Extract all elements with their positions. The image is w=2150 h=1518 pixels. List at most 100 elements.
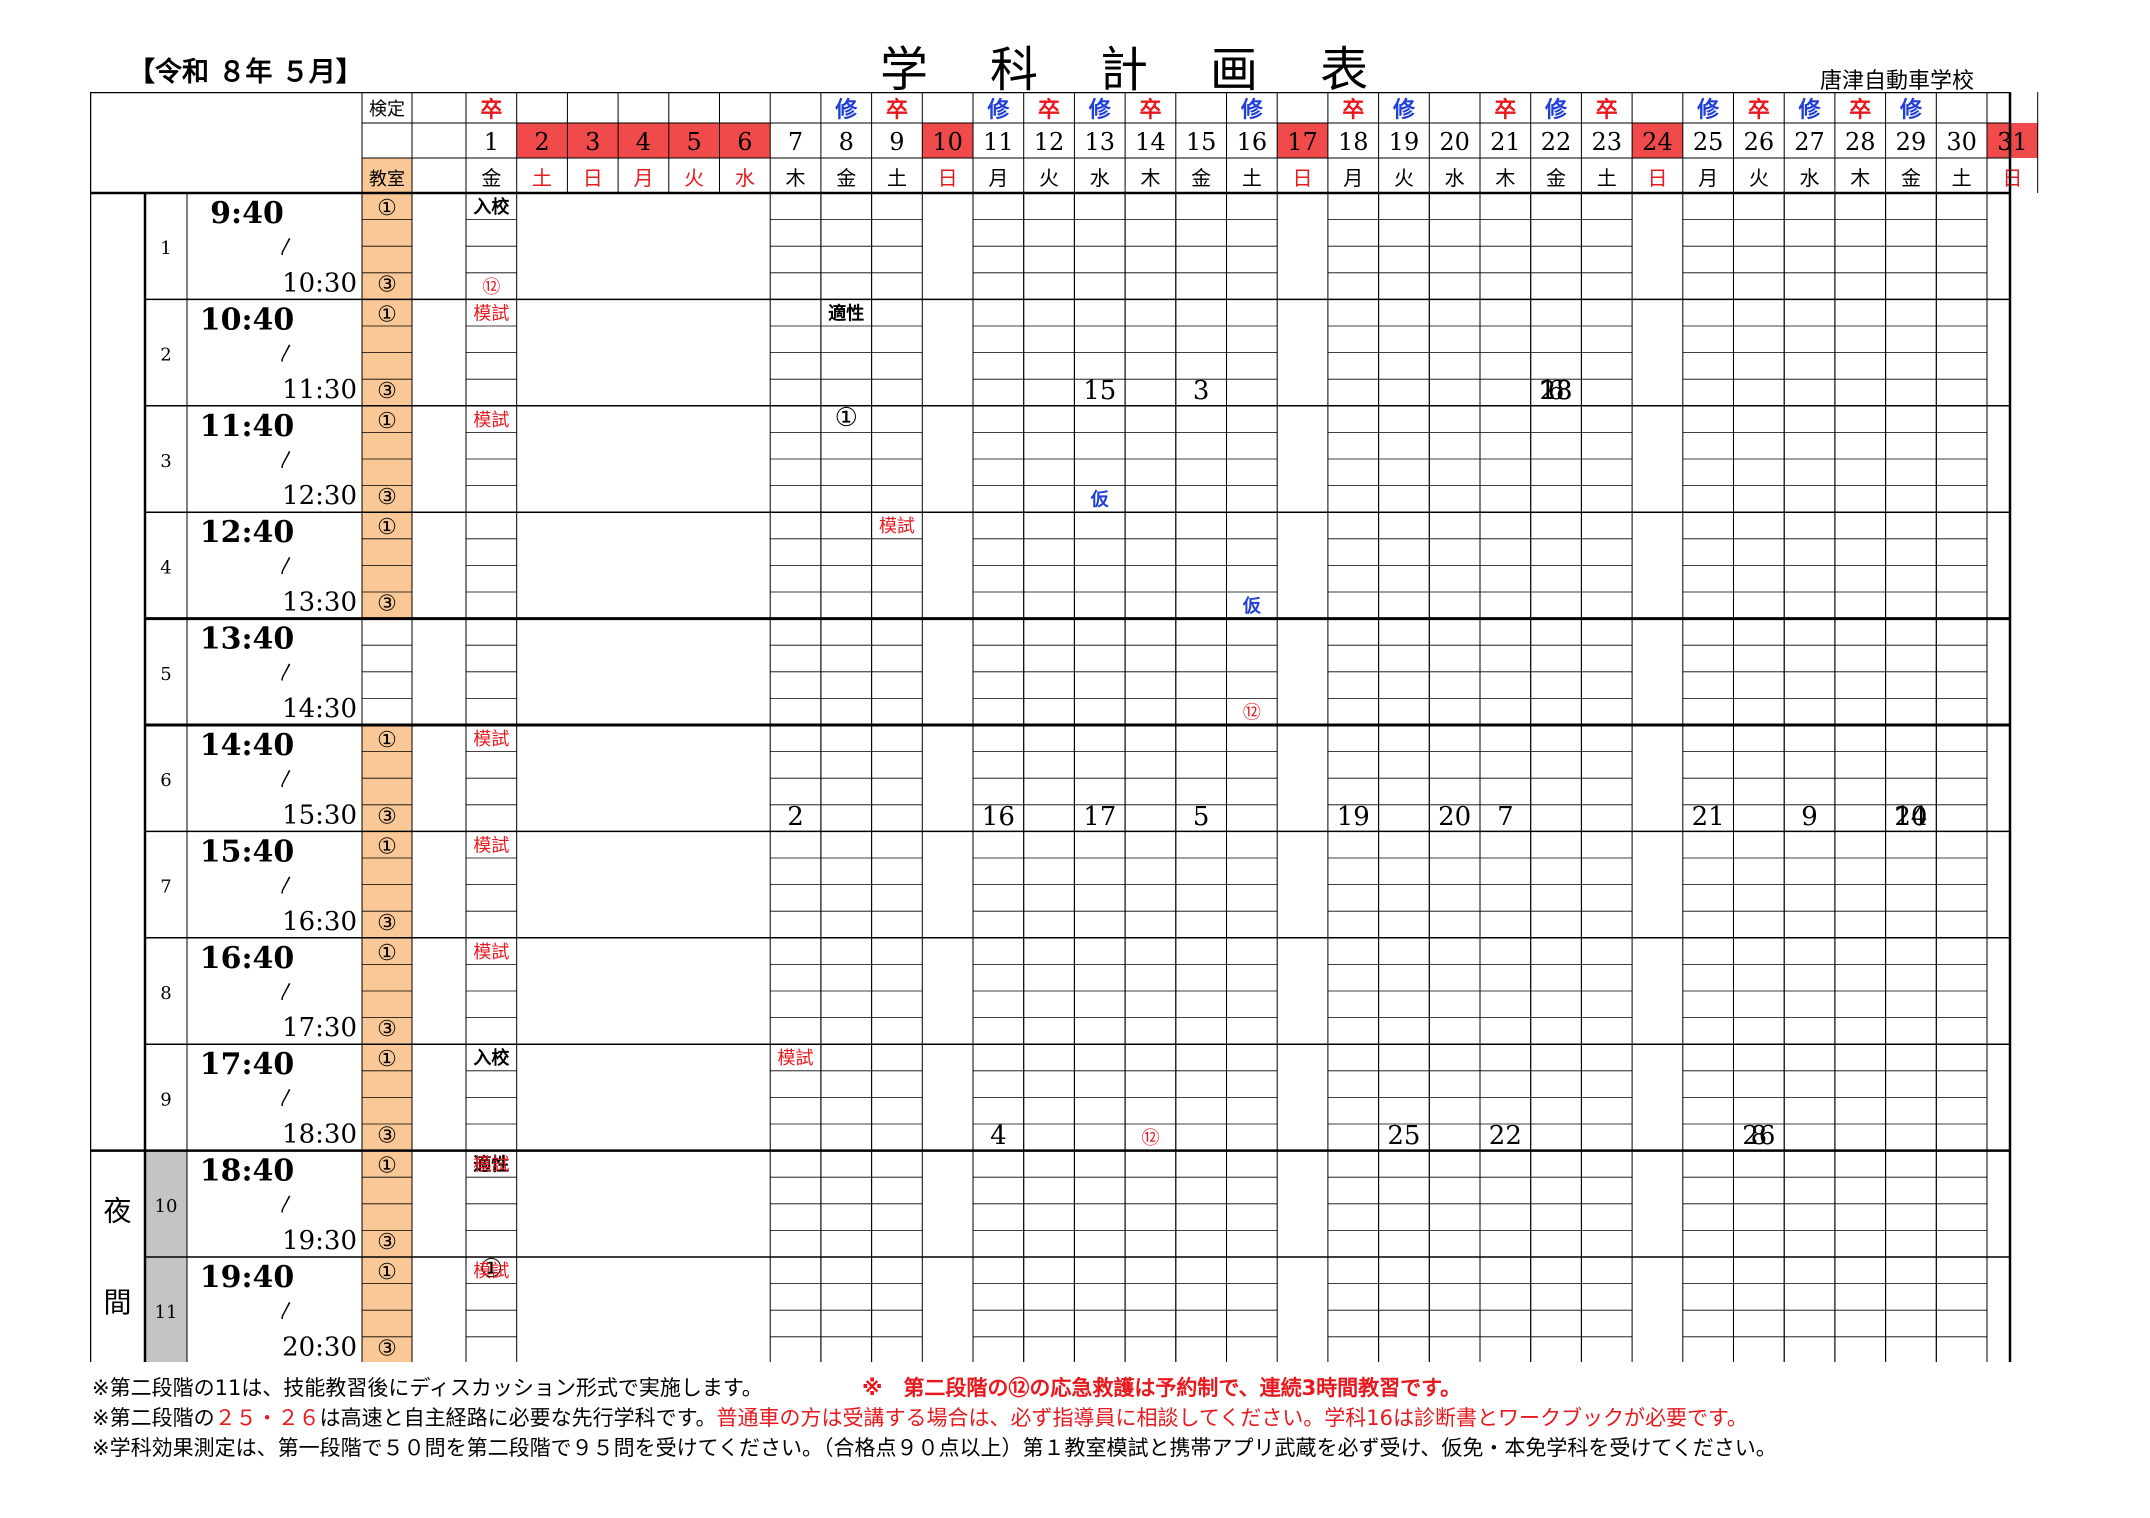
period-wave: 〳: [278, 556, 296, 577]
period-start: 17:40: [200, 1047, 295, 1082]
note-effect-test: ※学科効果測定は、第一段階で５０問を第二段階で９５問を受けてください。（合格点９…: [92, 1436, 1777, 1460]
day-number: 21: [1490, 128, 1521, 156]
period-end: 17:30: [282, 1013, 357, 1043]
weekday: 月: [1698, 166, 1718, 190]
room-b-label: ③: [377, 272, 397, 297]
day-number: 12: [1034, 128, 1065, 156]
holiday-date-cell: [1987, 123, 2038, 158]
period-start: 19:40: [200, 1260, 295, 1295]
cell-entry: 15: [1083, 376, 1116, 406]
period-start: 13:40: [200, 622, 295, 657]
cell-entry: 6: [1548, 376, 1565, 406]
day-number: 5: [687, 128, 702, 156]
period-number: 11: [155, 1302, 178, 1323]
exam-mark: 卒: [1038, 97, 1060, 123]
period-number: 2: [160, 345, 171, 366]
room-a-label: ①: [377, 1047, 397, 1072]
day-number: 18: [1338, 128, 1369, 156]
period-start: 16:40: [200, 941, 295, 976]
period-wave: 〳: [278, 450, 296, 471]
weekday: 土: [887, 166, 907, 190]
note-text-red: 普通車の方は受講する場合は、必ず指導員に相談してください。学科16は診断書とワー…: [716, 1406, 1748, 1430]
period-end: 13:30: [282, 588, 357, 618]
room-a-label: ①: [377, 196, 397, 221]
period-end: 11:30: [282, 375, 357, 405]
note-text: は高速と自主経路に必要な先行学科です。: [319, 1406, 717, 1430]
day-number: 13: [1084, 128, 1115, 156]
weekday: 金: [481, 166, 501, 190]
period-start: 10:40: [200, 302, 295, 337]
period-number: 1: [160, 238, 171, 259]
day-number: 19: [1389, 128, 1420, 156]
room-a-label: ①: [377, 1154, 397, 1179]
title-char: 計: [1100, 42, 1149, 98]
title-char: 画: [1210, 42, 1259, 98]
room-b-label: ③: [377, 804, 397, 829]
cell-entry: ⑫: [1141, 1128, 1159, 1149]
period-end: 15:30: [282, 800, 357, 830]
day-number: 24: [1642, 128, 1673, 156]
room-a-label: ①: [377, 941, 397, 966]
room-b-label: ③: [377, 1336, 397, 1361]
night-period-cell: [145, 1257, 187, 1362]
period-end: 20:30: [282, 1332, 357, 1362]
cell-entry: ⑫: [1243, 702, 1261, 723]
schedule-table: 検定教室卒1金2土3日4月5火6水7木修8金卒9土10日修11月卒12火修13水…: [90, 92, 2039, 1362]
exam-mark: 卒: [886, 97, 908, 123]
weekday: 火: [1039, 166, 1059, 190]
cell-entry: 模試: [473, 835, 509, 856]
cell-entry: 16: [982, 802, 1015, 832]
weekday: 水: [735, 166, 755, 190]
weekday: 金: [1546, 166, 1566, 190]
day-number: 26: [1744, 128, 1775, 156]
cell-entry: 模試: [879, 516, 915, 537]
exam-mark: 修: [1392, 97, 1416, 123]
era-label: 【令和 ８年 ５月】: [128, 57, 363, 88]
cell-entry: 模試: [778, 1048, 814, 1069]
weekday: 火: [1394, 166, 1414, 190]
cell-entry: ⑫: [482, 277, 500, 298]
period-number: 7: [160, 877, 171, 898]
room-b-label: ③: [377, 379, 397, 404]
weekday: 木: [1495, 166, 1515, 190]
period-end: 16:30: [282, 907, 357, 937]
cell-entry: 仮: [1090, 489, 1110, 511]
weekday: 木: [1140, 166, 1160, 190]
cell-entry: 模試: [473, 729, 509, 750]
cell-entry: 7: [1497, 802, 1514, 832]
weekday: 火: [1749, 166, 1769, 190]
period-wave: 〳: [278, 343, 296, 364]
holiday-date-cell: [668, 123, 720, 158]
holiday-date-cell: [567, 123, 619, 158]
cell-entry: 模試: [473, 303, 509, 324]
cell-entry: 26: [1742, 1121, 1775, 1151]
cell-entry: 模試: [473, 410, 509, 431]
weekday: 日: [2002, 166, 2022, 190]
cell-entry: 3: [1193, 376, 1210, 406]
cell-entry: 8: [1751, 1121, 1768, 1151]
period-wave: 〳: [278, 875, 296, 896]
night-period-cell: [145, 1150, 187, 1257]
title-char: 科: [990, 42, 1039, 98]
day-number: 30: [1946, 128, 1977, 156]
weekday: 水: [1800, 166, 1820, 190]
exam-mark: 卒: [1139, 97, 1161, 123]
day-number: 9: [889, 128, 904, 156]
weekday: 水: [1445, 166, 1465, 190]
room-a-label: ①: [377, 728, 397, 753]
day-number: 31: [1997, 128, 2028, 156]
exam-mark: 修: [1088, 97, 1112, 123]
room-column-cell: [362, 1257, 412, 1362]
holiday-date-cell: [618, 123, 669, 158]
room-a-label: ①: [377, 409, 397, 434]
room-a-label: ①: [377, 834, 397, 859]
period-number: 3: [160, 451, 171, 472]
period-wave: 〳: [278, 1301, 296, 1322]
weekday: 木: [786, 166, 806, 190]
day-number: 23: [1591, 128, 1622, 156]
cell-entry: 22: [1489, 1121, 1522, 1151]
period-start: 18:40: [200, 1154, 295, 1189]
cell-entry: ①: [480, 1254, 503, 1284]
day-number: 20: [1439, 128, 1470, 156]
cell-entry: 5: [1193, 802, 1210, 832]
